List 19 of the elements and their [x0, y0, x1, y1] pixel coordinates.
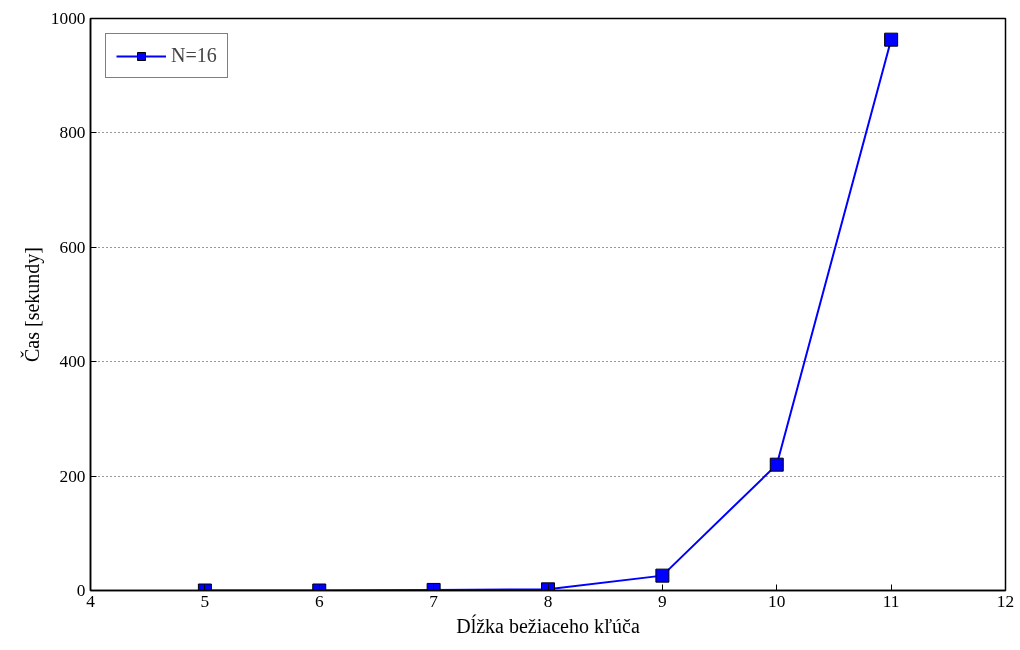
y-tick-label: 400 [59, 352, 86, 372]
x-tick-label: 8 [543, 591, 553, 611]
y-tick-label: 1000 [50, 9, 86, 28]
y-tick-label: 0 [76, 581, 86, 600]
x-tick-label: 12 [996, 591, 1015, 611]
y-tick-label: 600 [59, 237, 86, 257]
legend-label: N=16 [171, 44, 217, 67]
x-tick-label: 6 [314, 591, 324, 611]
x-tick-label: 5 [200, 591, 210, 611]
x-axis-title: Dĺžka bežiaceho kľúča [456, 613, 640, 637]
point [884, 32, 899, 47]
x-tick-label: 10 [768, 591, 786, 611]
x-tick-label: 11 [882, 591, 900, 611]
x-tick-label: 7 [429, 591, 439, 611]
x-tick-label: 9 [658, 591, 667, 611]
x-tick-label: 4 [86, 591, 96, 611]
y-axis-title: Čas [sekundy] [19, 247, 44, 362]
y-tick-label: 200 [59, 466, 86, 486]
y-tick-label: 800 [59, 123, 86, 143]
